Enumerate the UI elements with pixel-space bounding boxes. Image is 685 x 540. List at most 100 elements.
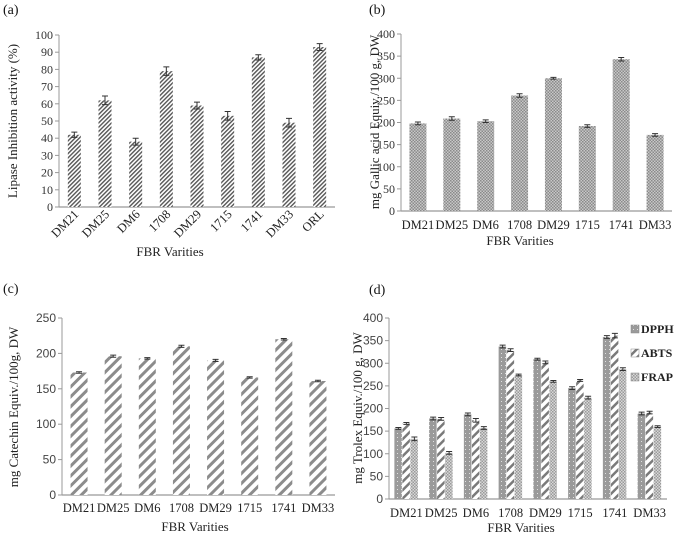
y-tick-label: 100 [35, 28, 53, 42]
y-tick-label: 50 [41, 114, 53, 128]
error-bar [550, 76, 557, 80]
y-axis-title: mg Gallic acid Equiv./100 g, DW [367, 34, 382, 209]
bar-abts-dm6 [471, 420, 480, 499]
bar-abts-dm25 [437, 418, 445, 499]
x-tick-label: DM6 [114, 207, 143, 236]
y-tick-label: 50 [370, 469, 384, 483]
y-axis-title: mg Catechin Equiv./100g, DW [6, 326, 21, 487]
bar-frap-1715 [584, 397, 592, 499]
x-tick-label: 1741 [238, 207, 266, 235]
bar-dm6 [138, 358, 156, 495]
bar-abts-1715 [576, 380, 584, 499]
y-tick-label: 70 [41, 80, 53, 94]
x-tick-label: 1715 [575, 218, 600, 232]
error-bar [178, 344, 185, 348]
y-tick-label: 400 [377, 27, 395, 41]
error-bar [102, 95, 108, 106]
bar-abts-1708 [506, 350, 515, 499]
x-tick-label: 1715 [237, 501, 262, 515]
x-axis-title: FBR Varities [487, 520, 554, 535]
error-bar [76, 371, 83, 374]
bar-dpph-dm25 [429, 418, 437, 499]
legend-label-frap: FRAP [641, 370, 673, 384]
x-tick-label: ORL [299, 207, 327, 235]
error-bar [110, 354, 117, 358]
x-tick-label: DM33 [263, 207, 296, 240]
error-bar [516, 93, 523, 98]
y-tick-label: 30 [41, 148, 53, 162]
y-tick-label: 350 [363, 334, 383, 348]
bar-abts-dm29 [541, 362, 549, 499]
error-bar [534, 357, 541, 361]
error-bar [654, 425, 661, 429]
x-axis-title: FBR Varities [486, 233, 553, 248]
error-bar [619, 367, 626, 371]
y-tick-label: 200 [36, 346, 56, 360]
x-tick-label: 1708 [169, 501, 194, 515]
bar-1741 [275, 339, 293, 495]
bar-dm25 [443, 118, 461, 211]
bar-dm21 [67, 134, 81, 207]
y-tick-label: 40 [41, 131, 53, 145]
error-bar [286, 117, 292, 128]
error-bar [71, 131, 78, 138]
panel-label: (d) [369, 283, 386, 298]
bar-dm33 [646, 134, 664, 211]
bar-frap-dm29 [549, 381, 557, 499]
y-tick-label: 80 [41, 62, 53, 76]
bar-dpph-dm29 [533, 359, 541, 499]
bar-1708 [172, 346, 190, 495]
x-tick-label: 1708 [498, 506, 523, 520]
y-tick-label: 400 [363, 311, 383, 325]
error-bar [314, 379, 321, 383]
error-bar [603, 335, 610, 339]
x-tick-label: DM25 [435, 218, 468, 232]
x-tick-label: DM6 [472, 218, 498, 232]
x-tick-label: DM25 [79, 207, 112, 240]
error-bar [507, 348, 514, 352]
x-tick-label: DM29 [529, 506, 562, 520]
bar-dm25 [104, 356, 122, 495]
legend-label-dpph: DPPH [641, 322, 674, 336]
x-tick-label: 1741 [602, 506, 627, 520]
x-tick-label: DM6 [134, 501, 160, 515]
x-tick-label: DM21 [402, 218, 435, 232]
error-bar [194, 101, 200, 110]
x-tick-label: 1741 [271, 501, 296, 515]
bar-dm29 [544, 78, 562, 211]
bar-dm21 [70, 372, 88, 495]
error-bar [472, 417, 479, 423]
bar-1708 [511, 95, 529, 211]
error-bar [499, 344, 506, 349]
bar-dm21 [409, 123, 427, 211]
legend-label-abts: ABTS [641, 346, 673, 360]
error-bar [542, 360, 549, 365]
bar-1715 [241, 377, 259, 495]
error-bar [584, 124, 591, 128]
bar-abts-dm33 [645, 412, 654, 499]
x-tick-label: 1741 [609, 218, 634, 232]
error-bar [414, 121, 421, 126]
bar-dpph-dm6 [463, 414, 472, 499]
bar-frap-dm21 [410, 438, 418, 499]
y-tick-label: 100 [377, 160, 395, 174]
x-tick-label: DM29 [171, 207, 204, 240]
error-bar [446, 450, 453, 455]
x-tick-label: DM33 [302, 501, 335, 515]
y-tick-label: 350 [377, 49, 395, 63]
y-tick-label: 250 [363, 379, 383, 393]
legend-swatch-abts [630, 348, 640, 358]
y-tick-label: 20 [41, 166, 53, 180]
y-tick-label: 200 [363, 402, 383, 416]
x-tick-label: DM21 [48, 207, 81, 240]
panel-label: (a) [3, 3, 19, 18]
error-bar [163, 66, 170, 76]
legend: DPPH ABTS FRAP [630, 322, 674, 384]
y-tick-label: 250 [36, 311, 56, 325]
y-tick-label: 10 [41, 183, 53, 197]
y-tick-label: 100 [363, 447, 383, 461]
y-tick-label: 0 [376, 492, 383, 506]
y-tick-label: 150 [377, 138, 395, 152]
legend-swatch-dpph [630, 324, 640, 334]
